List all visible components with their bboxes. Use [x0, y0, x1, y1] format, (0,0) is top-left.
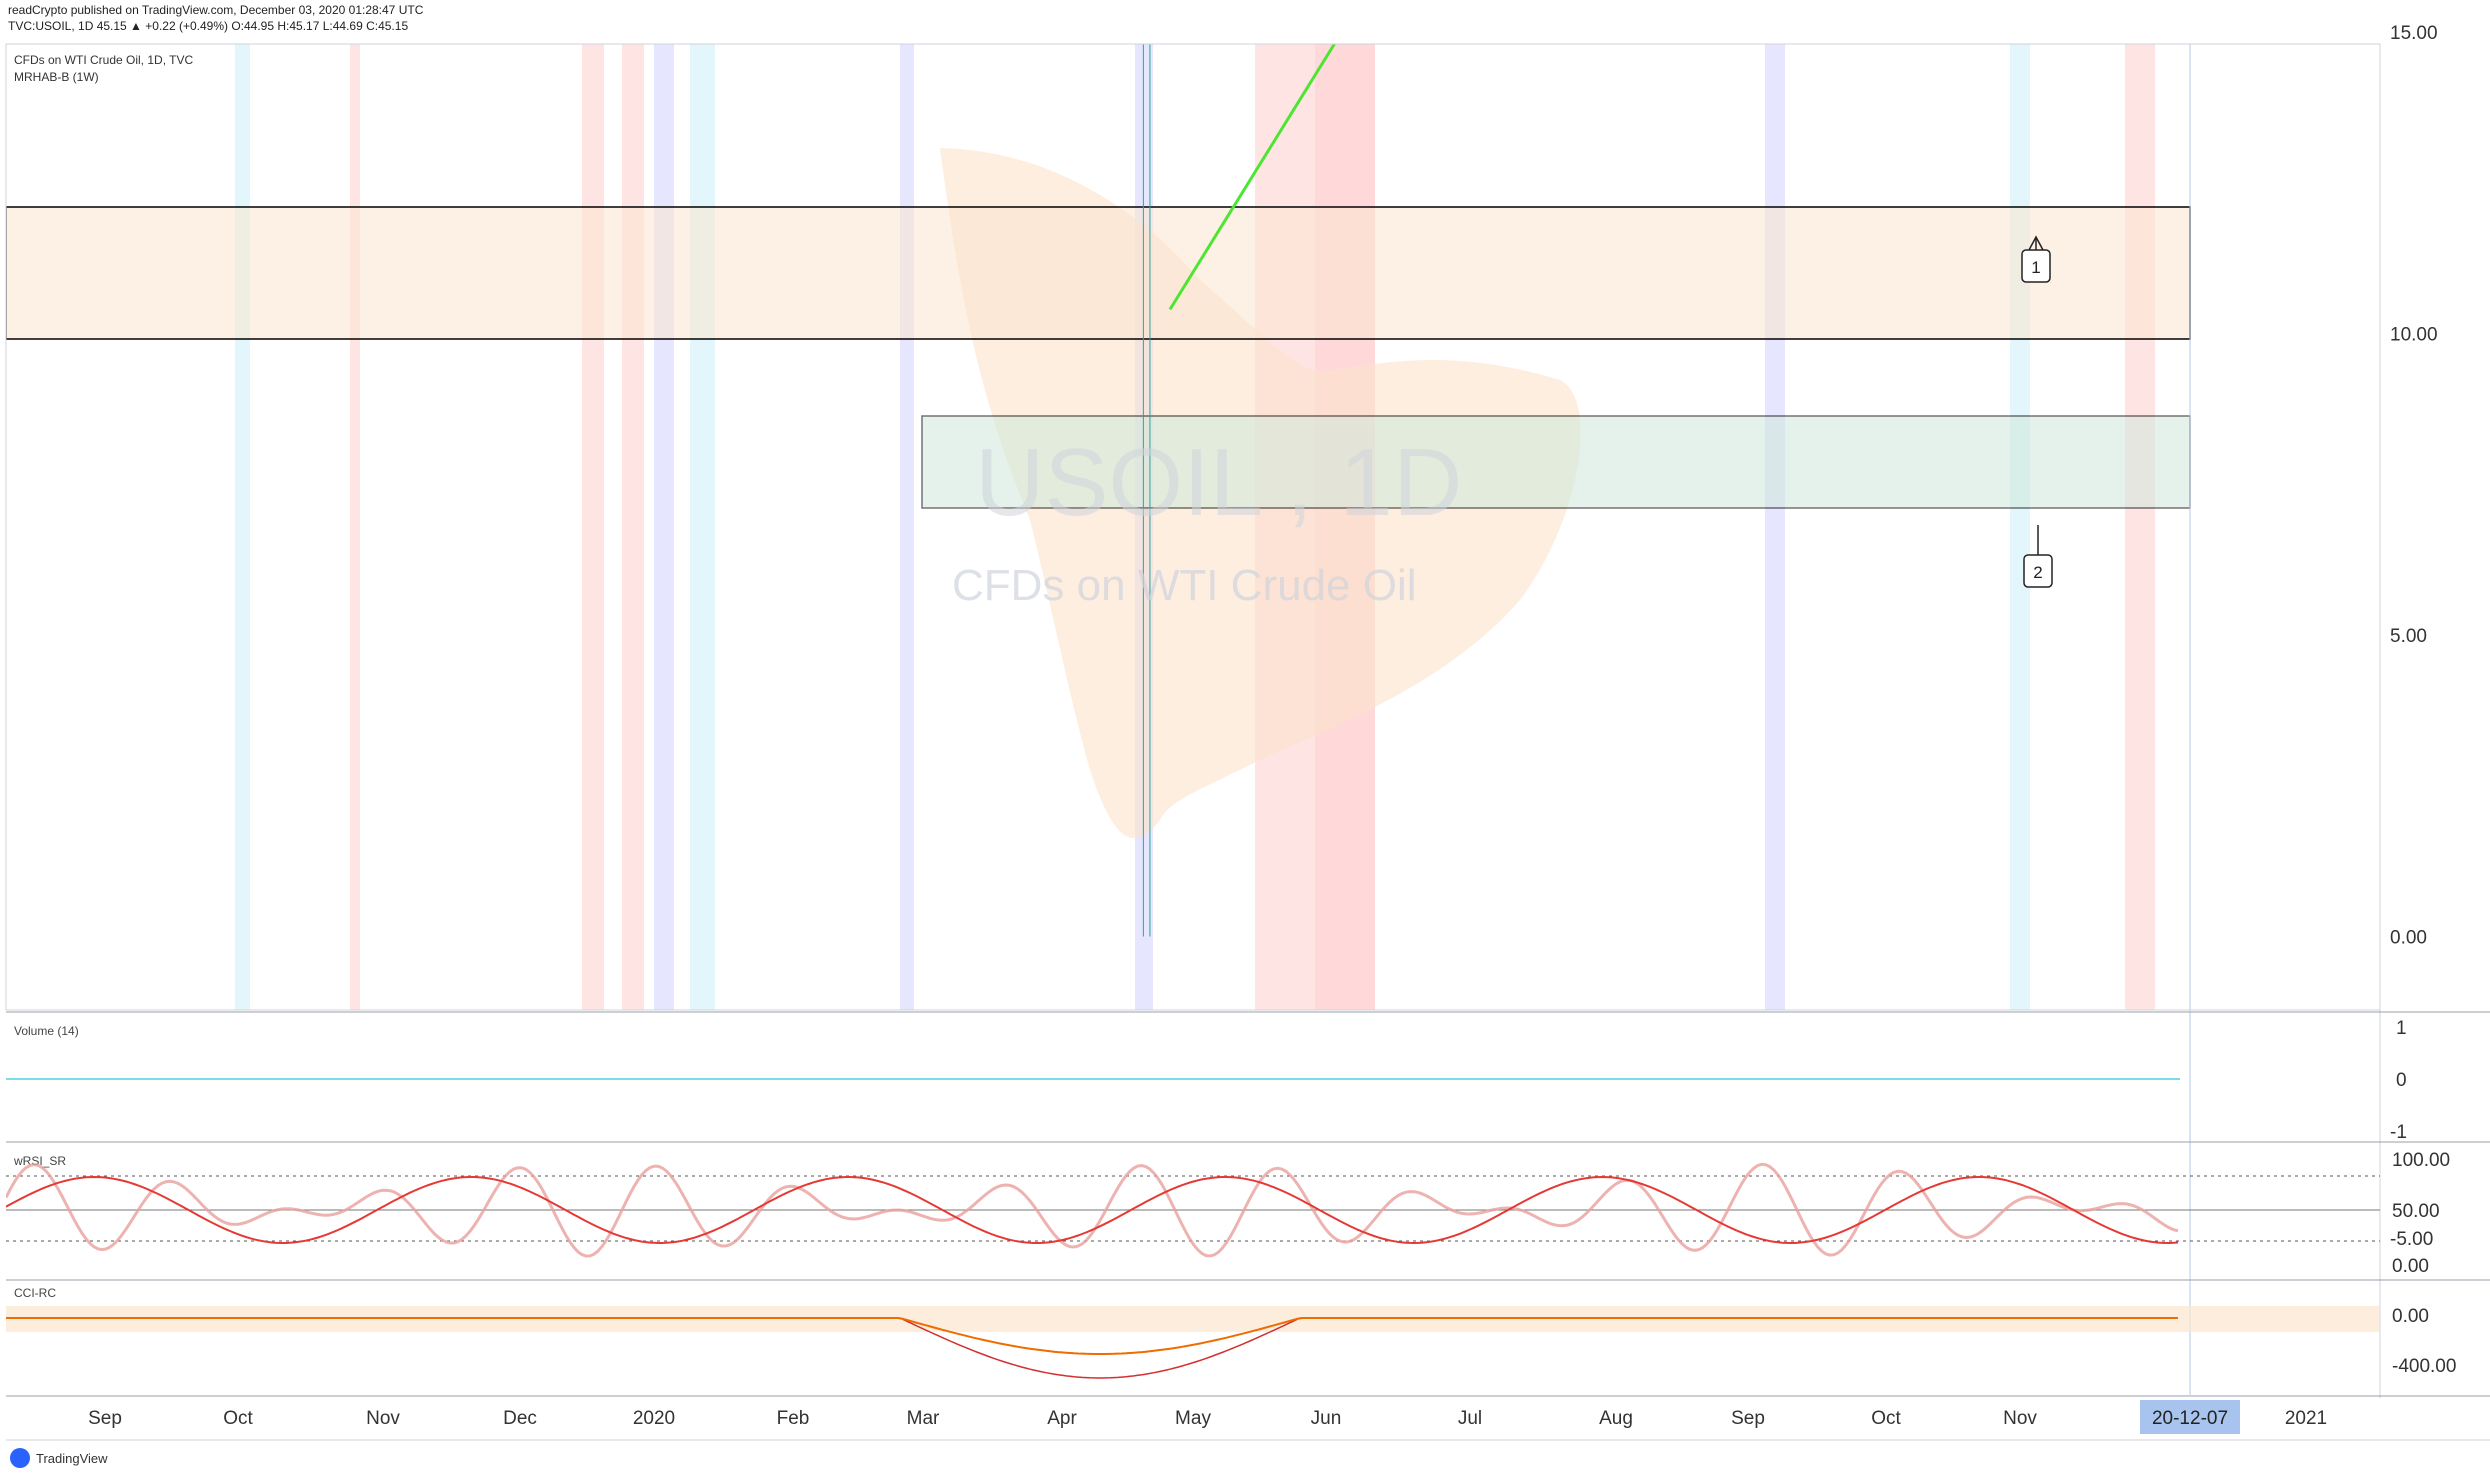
- callout-2-label: 2: [2033, 563, 2042, 582]
- callout-1-label: 1: [2031, 258, 2040, 277]
- band-pink: [582, 44, 604, 1010]
- price-candles: [1142, 44, 1151, 937]
- footer-brand: TradingView: [36, 1451, 108, 1466]
- price-tick-label: 10.00: [2390, 325, 2438, 346]
- tradingview-logo-icon: [10, 1448, 30, 1468]
- band-pink: [622, 44, 644, 1010]
- time-axis-label: May: [1175, 1408, 1211, 1429]
- time-axis-label: Oct: [223, 1408, 253, 1429]
- time-axis-label: Feb: [777, 1408, 810, 1429]
- range-box-lower: [921, 415, 2191, 509]
- watermark: USOIL , 1D CFDs on WTI Crude Oil: [952, 429, 1462, 610]
- band-cyan: [690, 44, 715, 1010]
- time-axis-label: Sep: [1731, 1408, 1765, 1429]
- rsi-title: wRSI_SR: [13, 1154, 66, 1168]
- band-pink: [350, 44, 360, 1010]
- price-tick-label: -5.00: [2390, 1229, 2433, 1250]
- time-axis-label: Nov: [366, 1408, 400, 1429]
- time-axis-label: Dec: [503, 1408, 537, 1429]
- current-date-tag: 20-12-07: [2140, 1400, 2240, 1434]
- time-axis-label: 2021: [2285, 1408, 2327, 1429]
- time-axis-label: Apr: [1047, 1408, 1077, 1429]
- legend-indicator: MRHAB-B (1W): [14, 70, 99, 84]
- pane-borders: [5, 43, 2490, 1441]
- band-cyan: [2010, 44, 2030, 1010]
- cci-title: CCI-RC: [14, 1286, 56, 1300]
- current-date-label: 20-12-07: [2152, 1408, 2228, 1429]
- price-tick-label: 0.00: [2390, 928, 2427, 949]
- legend: CFDs on WTI Crude Oil, 1D, TVC MRHAB-B (…: [14, 53, 193, 84]
- volume-tick-1: 1: [2396, 1018, 2407, 1039]
- cci-tick-neg400: -400.00: [2392, 1356, 2456, 1377]
- rsi-slow-line: [6, 1175, 2179, 1245]
- time-axis-label: Mar: [907, 1408, 940, 1429]
- price-tick-label: 15.00: [2390, 23, 2438, 44]
- time-axis-label: Jul: [1458, 1408, 1482, 1429]
- rsi-pane: wRSI_SR 100.00 50.00 0.00: [6, 1150, 2450, 1277]
- volume-tick-0: 0: [2396, 1070, 2407, 1091]
- volume-pane: Volume (14) 1 0 -1: [6, 1018, 2407, 1143]
- published-line: readCrypto published on TradingView.com,…: [8, 3, 424, 17]
- callout-2-box: [2023, 554, 2053, 588]
- time-axis[interactable]: Sep Oct Nov Dec 2020 Feb Mar Apr May Jun Jul Aug Sep…: [88, 1408, 2327, 1429]
- time-axis-label: Oct: [1871, 1408, 1901, 1429]
- time-axis-label: Jun: [1311, 1408, 1342, 1429]
- legend-instrument: CFDs on WTI Crude Oil, 1D, TVC: [14, 53, 193, 67]
- watermark-symbol: USOIL , 1D: [975, 429, 1462, 536]
- cci-signal-line: [6, 1317, 2178, 1355]
- band-lavender: [1765, 44, 1785, 1010]
- price-tick-label: 5.00: [2390, 626, 2427, 647]
- rsi-tick-50: 50.00: [2392, 1201, 2440, 1222]
- time-axis-label: 2020: [633, 1408, 675, 1429]
- band-pink: [2125, 44, 2155, 1010]
- rsi-fast-line: [6, 1162, 2179, 1258]
- time-axis-label: Aug: [1599, 1408, 1633, 1429]
- footer[interactable]: TradingView: [10, 1448, 108, 1468]
- callout-1-box: [2021, 249, 2051, 283]
- volume-title: Volume (14): [14, 1024, 79, 1038]
- band-lavender: [900, 44, 914, 1010]
- price-axis[interactable]: 70.0065.0060.0055.0050.0045.0040.0035.00…: [2390, 0, 2438, 1250]
- time-axis-label: Sep: [88, 1408, 122, 1429]
- cci-tick-0: 0.00: [2392, 1306, 2429, 1327]
- band-lavender: [654, 44, 674, 1010]
- callouts: 1 2: [2021, 235, 2053, 588]
- rsi-tick-0: 0.00: [2392, 1256, 2429, 1277]
- symbol-line: TVC:USOIL, 1D 45.15 ▲ +0.22 (+0.49%) O:4…: [8, 19, 409, 33]
- time-axis-label: Nov: [2003, 1408, 2037, 1429]
- rsi-tick-100: 100.00: [2392, 1150, 2450, 1171]
- band-cyan: [235, 44, 250, 1010]
- volume-tick-neg1: -1: [2390, 1122, 2407, 1143]
- cci-pane: CCI-RC 0.00 -400.00: [6, 1286, 2456, 1379]
- watermark-name: CFDs on WTI Crude Oil: [952, 561, 1417, 610]
- current-date-bg: [2140, 1400, 2240, 1434]
